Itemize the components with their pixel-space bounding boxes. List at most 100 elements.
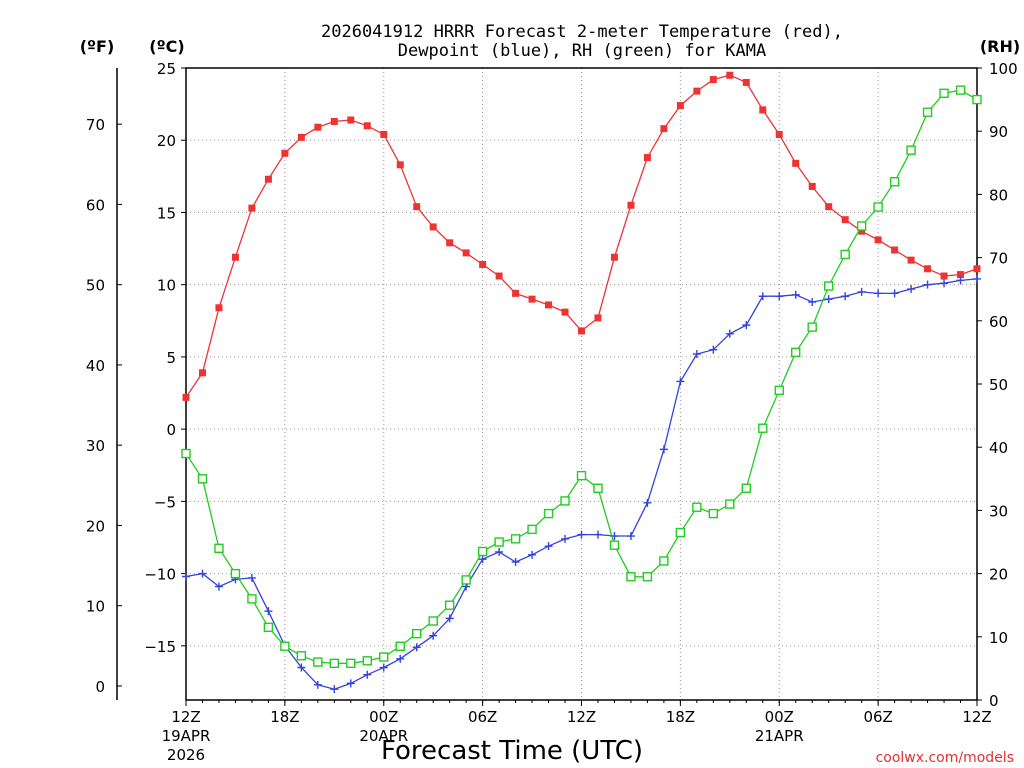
rh-point [741,483,751,493]
celsius-tick-label: 25 [157,60,176,78]
x-tick-label: 12Z [567,708,596,726]
dewpoint-point [659,445,668,454]
dewpoint-point [593,530,602,539]
temperature-point [396,161,404,169]
temperature-point [561,308,569,316]
celsius-tick-label: −5 [154,493,176,511]
rh-series [181,85,982,669]
dewpoint-point [824,295,833,304]
temperature-point [643,154,651,162]
temperature-point [759,106,767,114]
rh-point [972,94,982,105]
fahrenheit-tick-label: 60 [86,196,105,214]
temperature-point [231,253,239,261]
temperature-point [874,236,882,244]
rh-point [230,568,241,579]
rh-point [214,543,224,554]
rh-tick-label: 10 [989,629,1008,647]
temperature-point [446,239,454,247]
celsius-unit-label: (ºC) [149,37,184,56]
temperature-point [594,314,602,322]
rh-point [494,537,504,547]
temperature-point [363,122,371,130]
rh-point [329,658,340,669]
rh-tick-label: 70 [989,250,1008,268]
dewpoint-point [742,321,751,330]
rh-point [609,540,620,550]
dewpoint-point [264,607,273,616]
celsius-tick-label: 0 [166,421,176,439]
rh-point [708,508,719,519]
rh-tick-label: 20 [989,566,1008,584]
dewpoint-point [725,329,734,338]
rh-point [725,499,735,509]
dewpoint-point [923,280,932,289]
fahrenheit-tick-label: 30 [86,437,105,455]
dewpoint-point [396,654,405,663]
x-tick-date: 19APR [162,727,211,745]
rh-point [543,508,554,519]
temperature-point [182,393,190,401]
grid-lines [186,67,977,700]
temperature-point [973,265,981,273]
dewpoint-point [429,631,438,640]
dewpoint-point [445,614,454,623]
dewpoint-point [330,685,339,694]
dewpoint-point [182,572,190,581]
rh-point [412,628,422,639]
rh-point [247,594,257,604]
chart-title-line2: Dewpoint (blue), RH (green) for KAMA [398,41,766,61]
dewpoint-point [973,274,981,283]
dewpoint-point [511,558,520,567]
dewpoint-point [709,345,718,354]
temperature-series [182,71,981,401]
rh-point [873,202,883,212]
temperature-point [264,175,272,183]
rh-point [626,572,636,582]
temperature-point [512,289,520,297]
fahrenheit-unit-label: (ºF) [80,37,115,56]
fahrenheit-tick-label: 40 [86,357,105,375]
rh-point [263,622,274,633]
temperature-point [578,327,585,335]
temperature-point [808,182,816,190]
rh-point [510,534,521,544]
temperature-point [825,203,833,211]
rh-point [906,145,916,155]
rh-point [659,556,669,566]
rh-tick-label: 100 [989,60,1018,78]
celsius-tick-label: 20 [157,132,176,150]
credit-link[interactable]: coolwx.com/models [876,750,1014,766]
temperature-point [775,130,783,138]
dewpoint-point [412,643,421,652]
rh-point [576,470,587,481]
temperature-point [545,301,553,309]
temperature-point [330,117,338,125]
rh-tick-label: 60 [989,313,1008,331]
rh-tick-label: 40 [989,439,1008,457]
fahrenheit-tick-label: 10 [86,598,105,616]
data-series [181,71,982,694]
dewpoint-point [643,498,652,507]
rh-point [296,651,307,661]
rh-point [939,88,949,98]
dewpoint-point [313,680,322,689]
x-tick-label: 12Z [171,708,200,726]
dewpoint-point [841,292,850,301]
rh-tick-label: 80 [989,186,1008,204]
dewpoint-point [198,569,207,578]
dewpoint-point [791,290,800,299]
dewpoint-point [363,670,372,679]
rh-tick-label: 0 [989,692,999,710]
rh-point [856,221,867,231]
temperature-point [347,116,355,124]
temperature-point [528,295,536,303]
temperature-point [676,102,684,110]
dewpoint-series [182,274,981,694]
x-tick-date: 21APR [755,727,804,745]
chart-title-line1: 2026041912 HRRR Forecast 2-meter Tempera… [321,22,843,42]
dewpoint-point [544,542,553,551]
rh-point [280,641,290,651]
temperature-point [891,246,899,254]
